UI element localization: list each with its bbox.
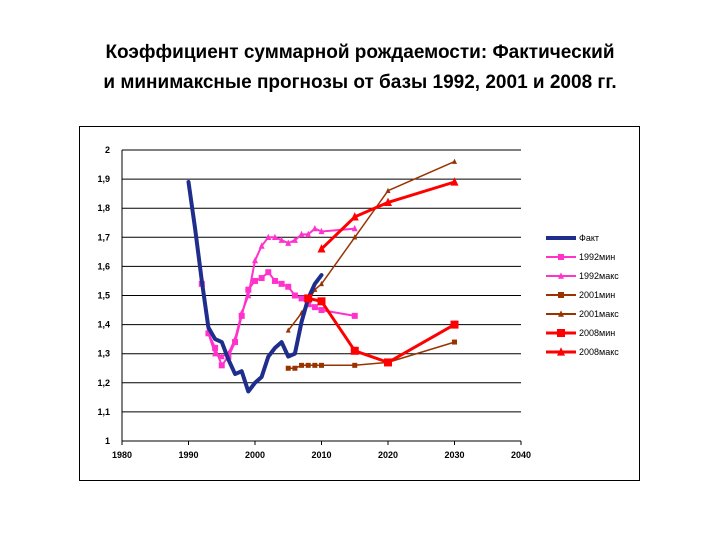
series-2008мин-line: [306, 296, 456, 364]
series-1992макс-point: [245, 291, 252, 299]
series-2001мин-point: [305, 362, 311, 368]
series-1992макс-point: [298, 230, 305, 238]
y-tick-label: 1,8: [97, 203, 110, 213]
series-1992макс-line: [200, 227, 356, 358]
series-2001мин-point: [285, 365, 291, 371]
legend-item-2008макс-label: 2008макс: [579, 347, 619, 357]
series-Факт-line: [186, 180, 324, 394]
series-2001макс-point: [352, 234, 358, 240]
series-2001макс-point: [319, 280, 324, 287]
series-2008макс-point: [350, 212, 359, 221]
series-1992макс-point: [285, 239, 292, 246]
series-1992мин-point: [252, 277, 258, 284]
series-1992макс-point: [238, 309, 245, 316]
legend-item-2001макс-marker: [558, 310, 564, 317]
series-2008мин-point: [384, 358, 392, 367]
series-1992мин-point: [258, 275, 265, 282]
series-1992мин-point: [218, 362, 225, 369]
y-tick-label: 1: [105, 436, 110, 446]
x-tick-label: 2040: [511, 450, 531, 460]
legend-item-1992мин-marker: [558, 254, 564, 260]
series-1992мин-point: [298, 295, 305, 302]
series-1992макс-point: [205, 329, 212, 337]
series-1992мин-point: [212, 344, 219, 351]
series-2008мин-point: [450, 320, 459, 329]
y-tick-label: 1,4: [97, 320, 110, 330]
series-1992макс-point: [265, 233, 272, 240]
series-2008макс-line: [320, 180, 456, 251]
series-1992макс-point: [258, 242, 265, 249]
legend-item-1992макс-label: 1992макс: [579, 271, 619, 281]
series-1992макс-point: [351, 224, 358, 232]
series-2001мин-point: [452, 339, 457, 345]
y-tick-label: 2: [105, 145, 110, 155]
series-1992мин-point: [232, 339, 239, 346]
line-chart: 1 1,1 1,2 1,3 1,4 1,5 1,6 1,7 1,8 1,9 2 1980 1990 200…: [97, 145, 619, 460]
series-1992мин-point: [265, 269, 272, 276]
series-1992мин-point: [285, 283, 292, 290]
series-1992макс-point: [311, 224, 318, 232]
y-tick-label: 1,1: [97, 407, 110, 417]
series-1992мин-point: [351, 312, 358, 319]
series-1992макс-point: [212, 350, 219, 357]
series-1992мин-point: [318, 307, 325, 314]
legend-item-1992макс-marker: [558, 272, 564, 279]
series-1992макс-point: [232, 335, 239, 342]
series-1992макс-point: [271, 233, 278, 240]
series-2008макс-point: [317, 244, 326, 253]
series-1992мин-point: [245, 286, 252, 293]
y-tick-label: 1,9: [97, 174, 110, 184]
x-tick-label: 2010: [311, 450, 331, 460]
x-tick-label: 2020: [378, 450, 398, 460]
series-1992мин-point: [278, 280, 285, 287]
series-1992мин-point: [271, 277, 278, 284]
series-2008мин-point: [304, 294, 313, 303]
y-tick-label: 1,7: [97, 232, 110, 242]
chart-container: 1 1,1 1,2 1,3 1,4 1,5 1,6 1,7 1,8 1,9 2 1980 1990 200…: [79, 126, 640, 481]
series-2001мин-point: [312, 362, 318, 368]
series-2001мин-point: [292, 365, 298, 371]
legend-item-1992мин-label: 1992мин: [579, 252, 615, 262]
series-2008макс-point: [384, 197, 392, 206]
series-2001мин-point: [352, 362, 358, 368]
legend-item-2001мин-label: 2001мин: [579, 290, 615, 300]
legend-item-2008мин-marker: [557, 329, 565, 337]
series-2001макс-point: [385, 187, 391, 193]
legend-item-2001мин-marker: [558, 292, 564, 298]
y-tick-label: 1,6: [97, 261, 110, 271]
series-2008макс-point: [450, 177, 459, 186]
legend-item-Факт-label: Факт: [579, 233, 599, 243]
slide-title-line-2: и минимаксные прогнозы от базы 1992, 200…: [103, 72, 617, 93]
x-tick-label: 2000: [245, 450, 265, 460]
legend-item-2001макс-label: 2001макс: [579, 309, 619, 319]
legend-item-2008макс-marker: [557, 347, 565, 356]
series-2001мин-point: [319, 362, 324, 368]
series-1992мин-point: [291, 292, 298, 299]
legend-item-2008мин-label: 2008мин: [579, 328, 615, 338]
slide-title-line-1: Коэффициент суммарной рождаемости: Факти…: [105, 42, 615, 63]
x-tick-label: 2030: [444, 450, 464, 460]
series-2001макс-point: [285, 327, 291, 333]
y-tick-label: 1,3: [97, 349, 110, 359]
y-tick-label: 1,5: [97, 291, 110, 301]
series-1992макс-point: [252, 256, 258, 264]
x-tick-label: 1990: [178, 450, 198, 460]
series-2008мин-point: [350, 346, 359, 355]
series-2001макс-point: [452, 158, 457, 164]
series-1992мин-point: [311, 304, 318, 311]
series-1992макс-point: [291, 236, 298, 243]
series-1992макс-point: [318, 227, 325, 235]
series-2001мин-point: [299, 362, 305, 368]
y-tick-label: 1,2: [97, 378, 110, 388]
x-tick-label: 1980: [112, 450, 132, 460]
series-2008мин-point: [317, 297, 326, 306]
series-1992макс-point: [278, 236, 285, 243]
slide-title: Коэффициент суммарной рождаемости: Факти…: [0, 38, 720, 98]
series-1992макс-point: [218, 353, 225, 360]
series-1992макс-point: [305, 230, 312, 238]
